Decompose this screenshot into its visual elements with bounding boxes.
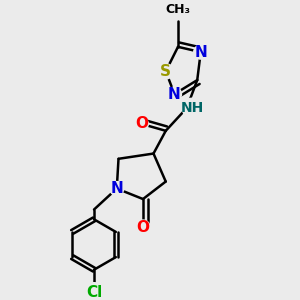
Text: N: N (194, 45, 207, 60)
Circle shape (136, 220, 150, 234)
Text: NH: NH (180, 101, 204, 115)
Text: Cl: Cl (86, 285, 102, 300)
Text: N: N (168, 87, 181, 102)
Text: O: O (135, 116, 148, 131)
Text: S: S (160, 64, 171, 79)
Circle shape (167, 87, 182, 101)
Circle shape (110, 182, 124, 196)
Circle shape (134, 117, 148, 131)
Circle shape (158, 64, 173, 79)
Text: N: N (110, 181, 123, 196)
Circle shape (182, 98, 202, 118)
Text: O: O (136, 220, 149, 235)
Circle shape (84, 283, 104, 300)
Circle shape (194, 45, 208, 59)
Text: CH₃: CH₃ (166, 3, 190, 16)
